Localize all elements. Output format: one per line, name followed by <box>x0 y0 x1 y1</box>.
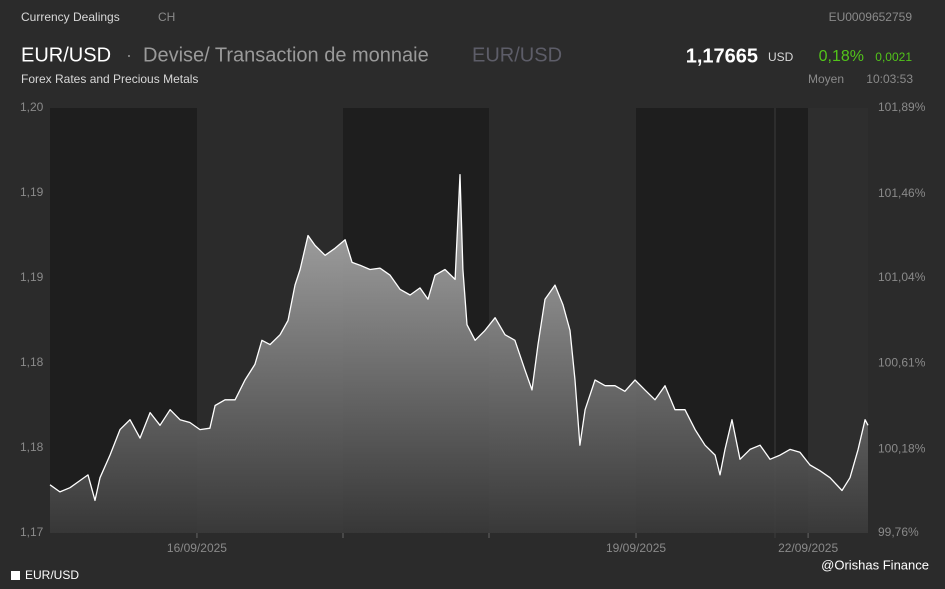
y-tick-label: 1,17 <box>20 525 44 539</box>
line <box>49 173 869 502</box>
y-tick-label: 1,19 <box>20 270 44 284</box>
y2-tick-label: 100,61% <box>878 356 926 370</box>
separator-dot: · <box>126 45 132 65</box>
y-tick-label: 1,18 <box>20 355 44 369</box>
section: Currency Dealings <box>21 10 120 24</box>
credit: @Orishas Finance <box>821 557 929 572</box>
y2-tick-label: 101,46% <box>878 186 926 200</box>
y2-tick-label: 101,04% <box>878 270 926 284</box>
plot: 1,17 1,18 1,18 1,19 1,19 1,20 99,76% 100,18% 100… <box>20 100 926 555</box>
area <box>50 174 868 533</box>
y-tick-label: 1,18 <box>20 440 44 454</box>
currency: USD <box>768 50 794 64</box>
x-tick-label: 22/09/2025 <box>778 541 838 555</box>
time: 10:03:53 <box>866 72 913 86</box>
y-tick-label: 1,20 <box>20 100 44 114</box>
x-tick-label: 16/09/2025 <box>167 541 227 555</box>
x-tick-label: 19/09/2025 <box>606 541 666 555</box>
change-abs: 0,0021 <box>875 50 912 64</box>
change-pct: 0,18% <box>819 48 864 65</box>
y2-tick-label: 101,89% <box>878 100 926 114</box>
y2-tick-label: 99,76% <box>878 525 919 539</box>
symbol-alt: EUR/USD <box>472 44 562 66</box>
description: Devise/ Transaction de monnaie <box>143 44 429 66</box>
legend-label: EUR/USD <box>25 568 79 582</box>
price-type: Moyen <box>808 72 844 86</box>
y2-tick-label: 100,18% <box>878 441 926 455</box>
symbol: EUR/USD <box>21 44 111 66</box>
country: CH <box>158 10 175 24</box>
subtitle: Forex Rates and Precious Metals <box>21 72 198 86</box>
legend-swatch <box>11 571 20 580</box>
isin: EU0009652759 <box>829 10 913 24</box>
y-tick-label: 1,19 <box>20 185 44 199</box>
price: 1,17665 <box>686 45 758 67</box>
